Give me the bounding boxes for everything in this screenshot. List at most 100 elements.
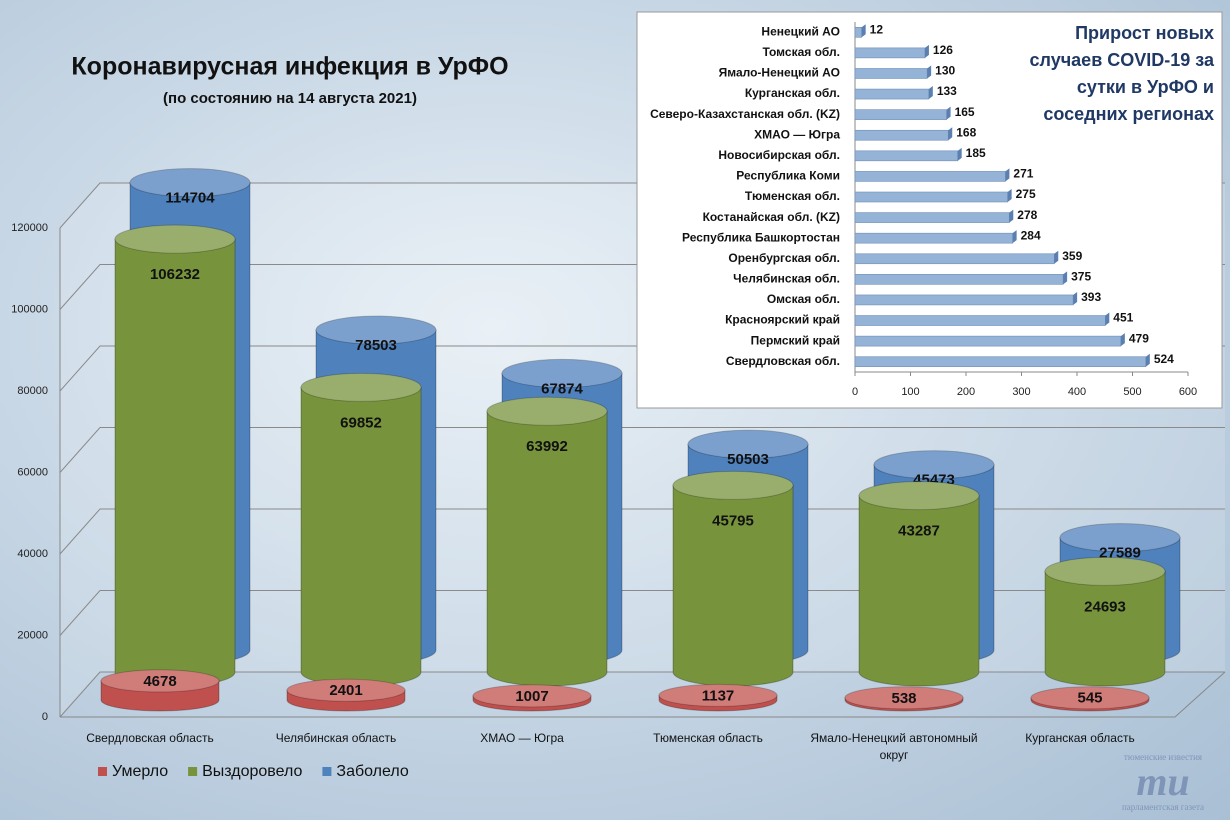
cylinder-body — [858, 495, 980, 687]
value-label: 1137 — [702, 687, 735, 704]
y-tick-label: Республика Коми — [736, 169, 840, 183]
value-label: 126 — [933, 43, 953, 57]
x-tick-label: 500 — [1123, 386, 1141, 398]
bar — [854, 312, 1110, 326]
value-label: 545 — [1077, 690, 1102, 707]
x-tick-label: Тюменская область — [653, 731, 763, 745]
cylinder-top-shine — [659, 684, 777, 707]
bar-face — [854, 274, 1064, 285]
bar — [854, 44, 929, 59]
y-tick-label: 40000 — [17, 548, 48, 560]
legend-swatch — [188, 767, 198, 776]
bar-face — [854, 191, 1008, 203]
cylinder-top-shine — [1045, 557, 1165, 586]
floor-edge — [60, 671, 1226, 718]
cylinder-top — [100, 669, 220, 693]
value-label: 185 — [966, 146, 986, 160]
cylinder — [672, 470, 794, 687]
grid-line — [59, 427, 1225, 473]
cylinder-top-shine — [473, 684, 591, 707]
value-label: 12 — [870, 22, 884, 36]
y-tick-label: Челябинская обл. — [733, 272, 840, 286]
bar — [854, 127, 953, 141]
bar — [854, 291, 1078, 306]
bar-face — [854, 253, 1055, 265]
bar-end — [1009, 209, 1014, 223]
bar — [854, 168, 1010, 182]
grid-line — [59, 590, 1225, 636]
cylinder-top — [1030, 686, 1150, 710]
value-label: 538 — [891, 690, 916, 707]
cylinder-top — [300, 372, 422, 402]
y-tick-label: Республика Башкортостан — [682, 230, 840, 244]
y-tick-label: Красноярский край — [725, 313, 840, 327]
cylinder-top — [1044, 556, 1166, 586]
value-label: 375 — [1071, 270, 1091, 284]
y-tick-label: 60000 — [17, 466, 48, 478]
bar-end — [924, 44, 929, 58]
bar-end — [1063, 271, 1068, 285]
value-label: 114704 — [165, 190, 215, 207]
cylinder — [858, 481, 980, 687]
bar-face — [854, 88, 930, 100]
bar-face — [854, 129, 949, 141]
grid-line — [59, 508, 1225, 555]
x-tick-label: 100 — [901, 386, 919, 398]
cylinder-top — [844, 686, 964, 710]
cylinder-top — [472, 684, 592, 708]
bar-end — [948, 127, 953, 141]
cylinder — [1030, 686, 1150, 712]
cylinder-top-shine — [845, 686, 963, 709]
value-label: 130 — [935, 64, 955, 78]
cylinder — [286, 678, 406, 712]
bar-end — [1105, 312, 1110, 326]
y-tick-label: ХМАО — Югра — [754, 127, 840, 141]
y-tick-label: Томская обл. — [762, 45, 840, 59]
value-label: 106232 — [150, 266, 200, 283]
value-label: 63992 — [526, 438, 568, 455]
value-label: 4678 — [143, 673, 176, 690]
y-tick-label: Курганская обл. — [745, 86, 840, 100]
legend-label: Выздоровело — [202, 763, 302, 780]
x-tick-label: Челябинская область — [275, 731, 397, 745]
cylinder-body — [1044, 570, 1166, 687]
bar — [854, 230, 1017, 244]
cylinder-top — [672, 470, 794, 500]
bar — [854, 250, 1059, 265]
cylinder-top — [315, 315, 437, 345]
bar-face — [854, 109, 947, 120]
bar-face — [854, 356, 1147, 368]
bar — [854, 106, 951, 120]
bar-end — [1120, 333, 1125, 347]
x-tick-label: ХМАО — Югра — [480, 731, 564, 745]
bar — [854, 333, 1125, 347]
x-tick-label: 400 — [1068, 386, 1086, 398]
cylinder — [486, 396, 608, 687]
bar-end — [957, 147, 962, 161]
bar — [854, 271, 1068, 285]
bar-face — [854, 315, 1106, 326]
y-tick-label: Новосибирская обл. — [718, 148, 840, 162]
y-tick-label: Тюменская обл. — [745, 189, 840, 203]
cylinder-top — [129, 168, 251, 198]
y-tick-label: Северо-Казахстанская обл. (KZ) — [650, 107, 840, 121]
y-tick-label: Ненецкий АО — [761, 24, 840, 38]
value-label: 168 — [956, 125, 976, 139]
bar-face — [854, 335, 1122, 347]
legend-label: Умерло — [112, 763, 168, 780]
chart-subtitle: (по состоянию на 14 августа 2021) — [163, 90, 417, 107]
value-label: 1007 — [515, 688, 548, 705]
cylinder-top-shine — [859, 481, 979, 510]
value-label: 24693 — [1084, 598, 1126, 615]
bar-face — [854, 212, 1010, 223]
cylinder-body — [114, 238, 236, 687]
cylinder-top-shine — [1060, 523, 1180, 552]
cylinder-top-shine — [874, 450, 994, 479]
bar — [854, 65, 932, 79]
logo-top: тюменские известия — [1123, 752, 1203, 762]
cylinder-top — [687, 429, 809, 459]
y-tick-label: Оренбургская обл. — [728, 251, 840, 265]
bar-end — [1054, 250, 1059, 264]
chart-title: Коронавирусная инфекция в УрФО — [71, 53, 508, 81]
